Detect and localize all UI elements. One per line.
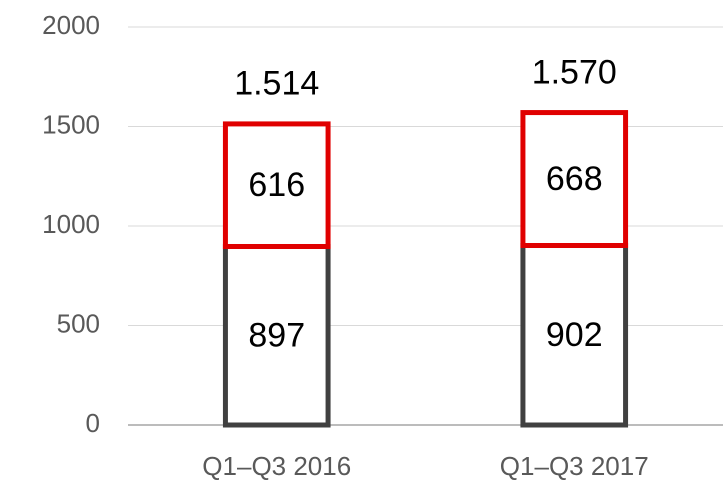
total-label: 1.514	[234, 65, 319, 103]
segment-label: 668	[546, 160, 603, 198]
segment-label: 616	[248, 166, 305, 204]
y-tick-label: 0	[86, 408, 100, 438]
segment-label: 902	[546, 316, 603, 354]
segment-label: 897	[248, 317, 305, 355]
x-tick-label: Q1–Q3 2017	[500, 451, 649, 481]
x-tick-label: Q1–Q3 2016	[202, 451, 351, 481]
y-tick-label: 1500	[42, 109, 100, 139]
y-tick-label: 500	[57, 308, 100, 338]
bar-segment	[520, 110, 629, 249]
y-tick-label: 2000	[42, 10, 100, 40]
y-tick-label: 1000	[42, 209, 100, 239]
bar-segment	[222, 121, 331, 249]
bar-segment	[222, 243, 331, 428]
total-label: 1.570	[532, 54, 617, 92]
